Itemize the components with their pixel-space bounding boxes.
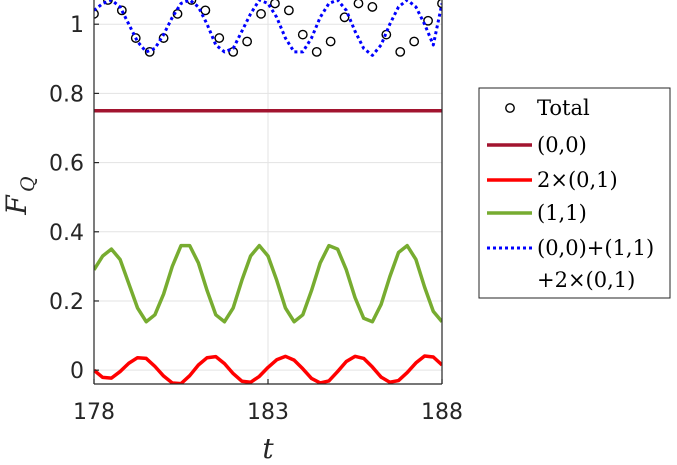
total-marker: [409, 36, 420, 47]
series-line-4: [94, 243, 442, 324]
total-marker: [283, 5, 294, 16]
y-tick-label: 1: [70, 13, 84, 38]
y-axis-label-sub: Q: [17, 176, 39, 192]
total-marker: [423, 15, 433, 26]
total-marker: [200, 5, 211, 16]
grid: [93, 0, 443, 384]
total-marker: [297, 29, 308, 40]
series-line-3: [94, 354, 442, 384]
total-marker: [325, 36, 336, 47]
total-marker: [228, 46, 239, 57]
series-line-5: [94, 0, 442, 57]
total-marker: [144, 46, 155, 57]
legend-label-4: (1,1): [537, 201, 587, 225]
legend-label-1: Total: [537, 96, 590, 120]
y-axis-label: FQ: [0, 176, 39, 215]
y-axis-label-main: F: [0, 194, 33, 216]
total-marker: [353, 0, 364, 9]
y-tick-label: 0.6: [49, 152, 84, 177]
legend-label-5: (0,0)+(1,1): [537, 236, 654, 260]
y-tick-label: 0.2: [49, 290, 84, 315]
series-layer: [94, 0, 442, 384]
axis-labels: t FQ: [0, 176, 274, 465]
legend-label-5: +2×(0,1): [537, 268, 635, 292]
y-tick-label: 0.4: [49, 221, 84, 246]
total-marker: [214, 33, 225, 43]
total-marker: [270, 0, 280, 9]
total-marker: [130, 33, 141, 43]
total-marker: [116, 5, 127, 16]
legend-label-3: 2×(0,1): [537, 168, 618, 192]
total-marker: [186, 0, 197, 5]
y-tick-label: 0: [70, 359, 84, 384]
legend-label-2: (0,0): [537, 133, 587, 157]
total-marker: [103, 0, 113, 5]
x-axis-label: t: [262, 432, 274, 465]
total-marker: [367, 2, 378, 12]
legend-box: [478, 87, 671, 299]
total-marker: [395, 46, 406, 57]
x-tick-label: 188: [421, 400, 463, 425]
legend: Total (0,0) 2×(0,1) (1,1) (0,0)+(1,1) +2×(0,1…: [478, 87, 671, 299]
legend-marker-total: [505, 103, 515, 113]
total-marker: [339, 12, 350, 23]
ticks: 178 183 188 0 0.2 0.4 0.6 0.8 1: [49, 13, 463, 425]
total-marker: [242, 36, 253, 47]
x-tick-label: 178: [73, 400, 115, 425]
total-marker: [256, 8, 266, 19]
y-tick-label: 0.8: [49, 82, 84, 107]
total-marker: [311, 46, 322, 57]
x-tick-label: 183: [247, 400, 289, 425]
